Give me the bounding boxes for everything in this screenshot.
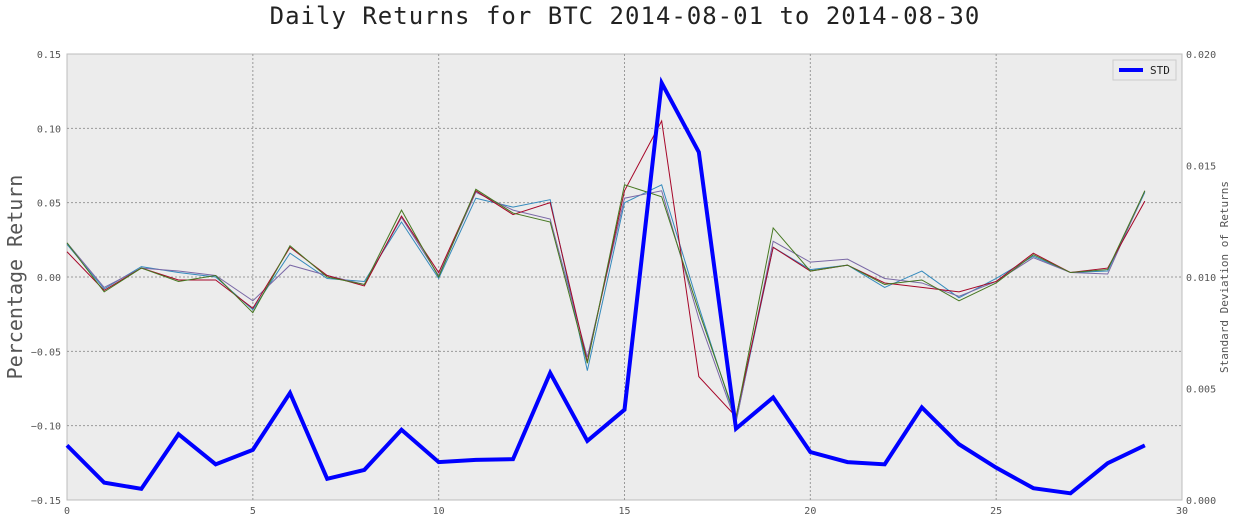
series-layer xyxy=(65,76,1146,496)
y2-tick-label: 0.020 xyxy=(1186,50,1216,61)
legend-label-std: STD xyxy=(1150,64,1170,77)
y-axis-label: Percentage Return xyxy=(3,175,27,380)
y2-tick-label: 0.005 xyxy=(1186,385,1216,396)
grid xyxy=(67,54,1182,500)
y-tick-label: 0.00 xyxy=(37,273,61,284)
y-tick-label: −0.15 xyxy=(31,496,61,507)
y2-tick-label: 0.015 xyxy=(1186,162,1216,173)
legend-box xyxy=(1112,59,1177,81)
y2-axis-label: Standard Deviation of Returns xyxy=(1218,181,1231,373)
x-tick-label: 15 xyxy=(618,506,630,517)
series-line-4 xyxy=(66,184,1146,421)
x-tick-label: 5 xyxy=(250,506,256,517)
x-tick-label: 25 xyxy=(990,506,1002,517)
x-tick-label: 30 xyxy=(1176,506,1188,517)
series-line-std xyxy=(65,76,1146,496)
x-tick-label: 10 xyxy=(433,506,445,517)
chart-title: Daily Returns for BTC 2014-08-01 to 2014… xyxy=(270,2,981,30)
series-line-1 xyxy=(66,184,1146,424)
legend: STD xyxy=(1112,59,1177,81)
x-tick-label: 0 xyxy=(64,506,70,517)
y-tick-label: 0.10 xyxy=(37,124,61,135)
y-tick-label: 0.15 xyxy=(37,50,61,61)
y-tick-label: −0.05 xyxy=(31,347,61,358)
y-tick-label: 0.05 xyxy=(37,199,61,210)
x-tick-label: 20 xyxy=(804,506,816,517)
y-tick-label: −0.10 xyxy=(31,422,61,433)
y2-tick-label: 0.000 xyxy=(1186,496,1216,507)
tick-labels: 0 5 10 15 20 25 30 −0.15 −0.10 −0.05 0.00 0.05 0.10 0… xyxy=(31,50,1216,517)
y2-tick-label: 0.010 xyxy=(1186,273,1216,284)
